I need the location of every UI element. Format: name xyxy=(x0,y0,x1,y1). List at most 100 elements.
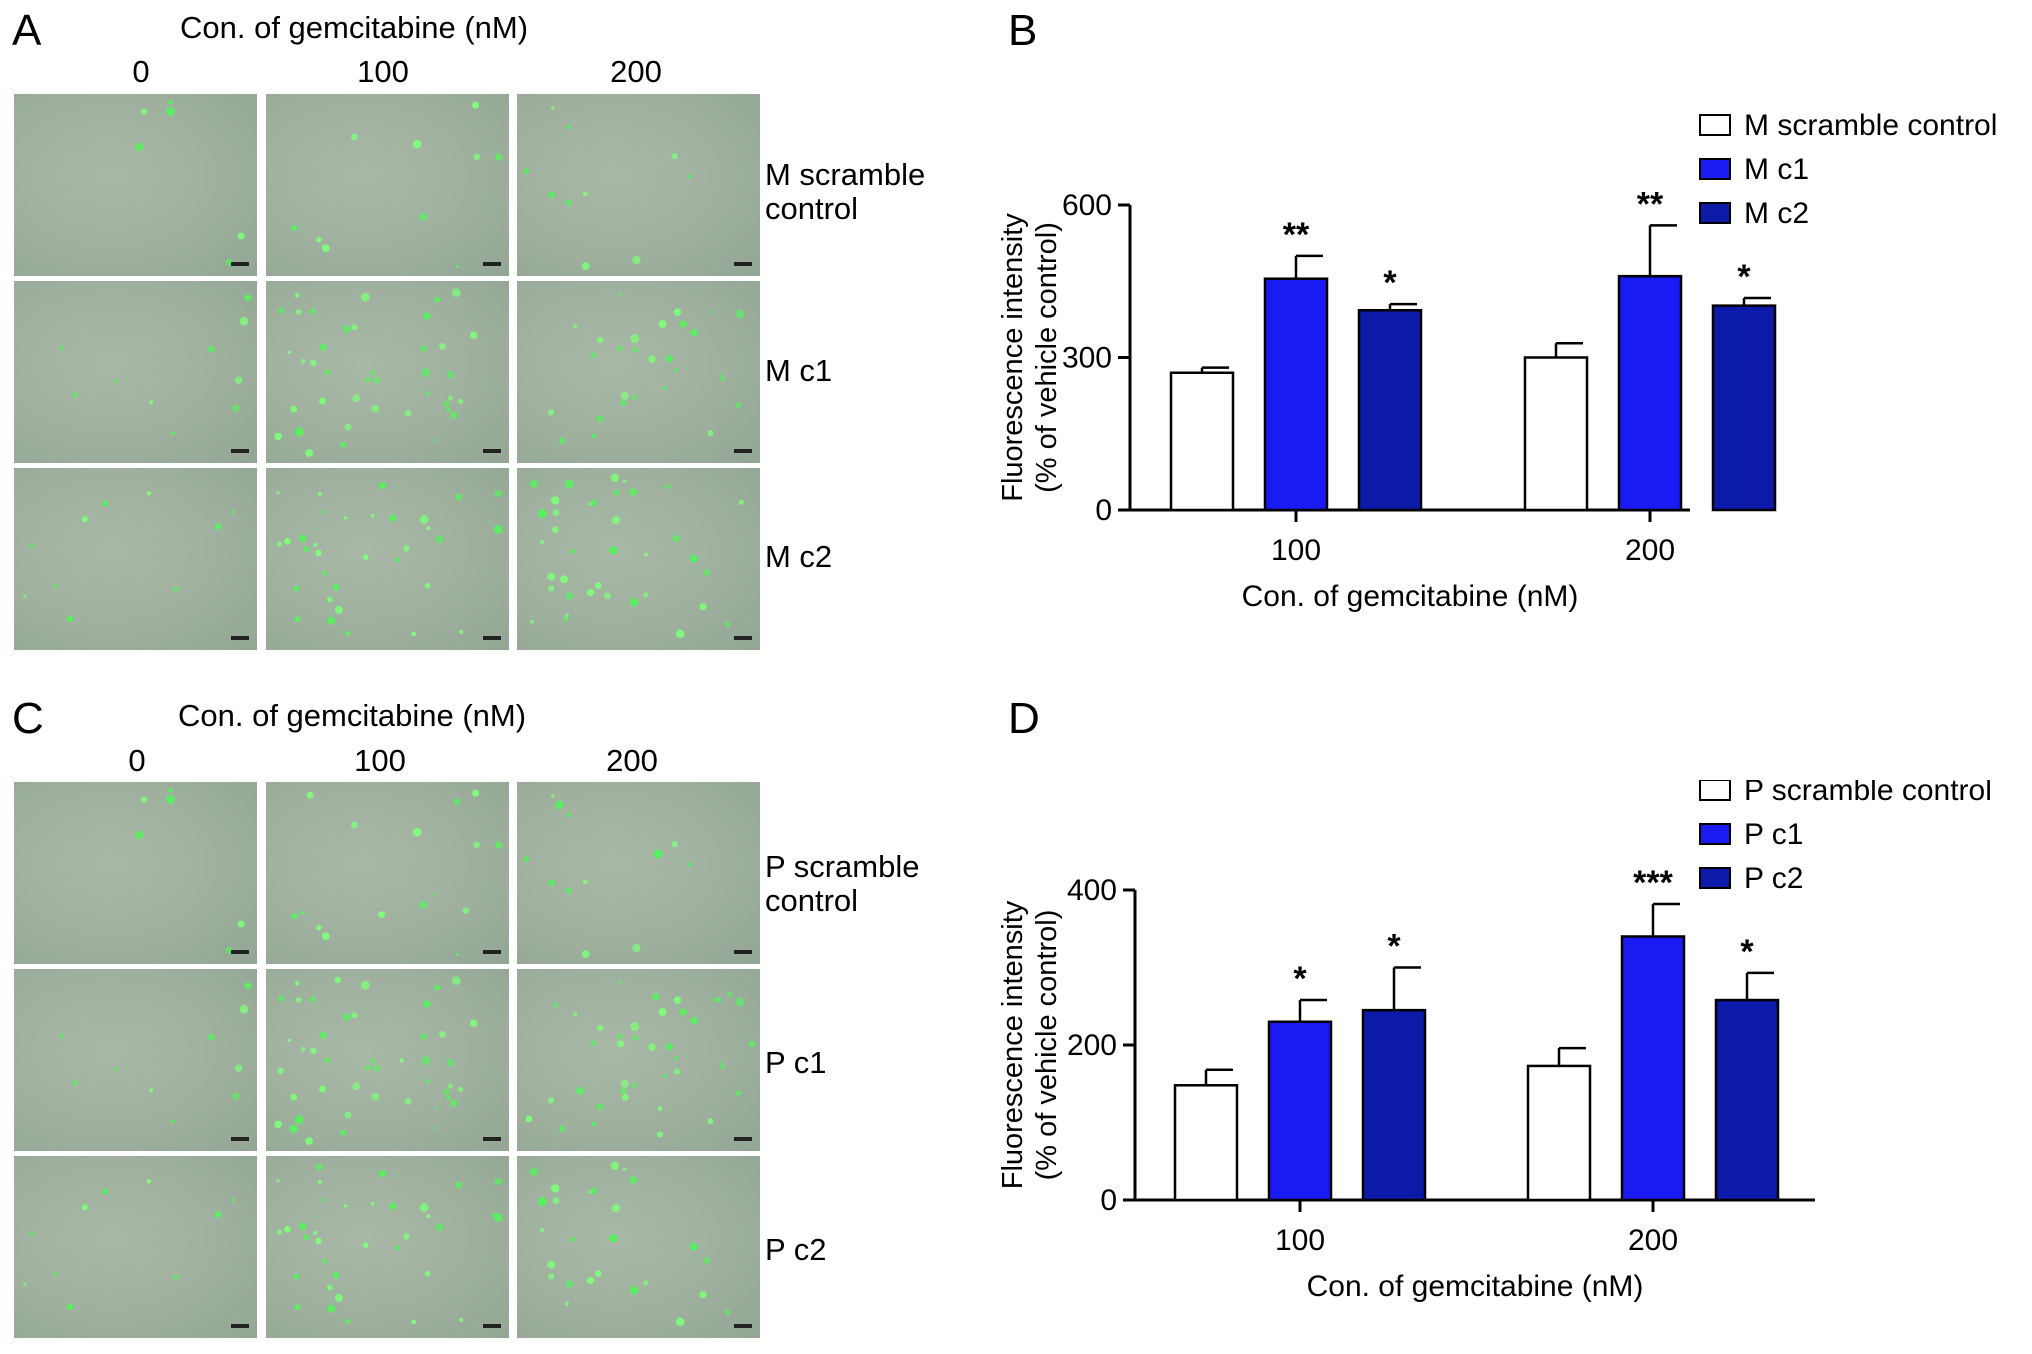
micrograph-image xyxy=(14,468,257,650)
micrograph-image xyxy=(14,782,257,964)
bar xyxy=(1263,277,1329,512)
legend-swatch xyxy=(1699,114,1731,136)
scale-bar xyxy=(483,262,501,266)
y-tick-label: 200 xyxy=(1067,1029,1117,1062)
x-tick-label: 100 xyxy=(1271,534,1321,567)
panel-letter-b: B xyxy=(1008,6,1038,55)
row-label-line: P scramble xyxy=(765,849,920,884)
x-axis-label: Con. of gemcitabine (nM) xyxy=(1307,1270,1644,1303)
micrograph-image xyxy=(266,782,509,964)
micrograph-image xyxy=(266,1156,509,1338)
y-tick-label: 0 xyxy=(1095,494,1112,527)
grid-c-column-label: 200 xyxy=(606,743,658,778)
significance-label: * xyxy=(1740,933,1754,971)
y-axis-label-line: Fluorescence intensity xyxy=(997,900,1029,1189)
row-label-line: P c2 xyxy=(765,1232,827,1267)
scale-bar xyxy=(483,1324,501,1328)
y-axis-label-line: (% of vehicle control) xyxy=(1031,222,1063,493)
y-tick-label: 0 xyxy=(1100,1184,1117,1217)
significance-label: * xyxy=(1737,258,1751,296)
legend-swatch xyxy=(1699,202,1731,224)
legend-label: M c1 xyxy=(1744,153,1809,186)
legend-label: P c1 xyxy=(1744,818,1804,851)
significance-label: *** xyxy=(1633,864,1673,902)
y-tick-label: 400 xyxy=(1067,874,1117,907)
grid-c-row-label: P scramble control xyxy=(765,850,920,918)
bar xyxy=(1267,1020,1333,1202)
bar xyxy=(1620,935,1686,1202)
scale-bar xyxy=(734,449,752,453)
micrograph-image xyxy=(266,281,509,463)
scale-bar xyxy=(734,636,752,640)
micrograph-image xyxy=(517,782,760,964)
scale-bar xyxy=(231,1324,249,1328)
micrograph-image xyxy=(517,94,760,276)
y-axis-label-line: (% of vehicle control) xyxy=(1031,910,1063,1181)
x-tick-label: 200 xyxy=(1625,534,1675,567)
scale-bar xyxy=(231,950,249,954)
micrograph-image xyxy=(14,94,257,276)
bar xyxy=(1526,1064,1592,1202)
legend-swatch xyxy=(1699,158,1731,180)
y-axis-label: Fluorescence intensity(% of vehicle cont… xyxy=(997,213,1063,502)
micrograph-image xyxy=(266,468,509,650)
bar xyxy=(1169,371,1235,512)
grid-a-row-label: M c1 xyxy=(765,354,832,388)
micrograph-image xyxy=(14,1156,257,1338)
row-label-line: control xyxy=(765,191,859,226)
scale-bar xyxy=(483,1137,501,1141)
micrograph-image xyxy=(517,1156,760,1338)
legend-swatch xyxy=(1699,780,1731,801)
micrograph-image xyxy=(14,281,257,463)
scale-bar xyxy=(734,1137,752,1141)
row-label-line: M scramble xyxy=(765,157,926,192)
significance-label: * xyxy=(1293,960,1307,998)
row-label-line: control xyxy=(765,883,859,918)
y-axis-label: Fluorescence intensity(% of vehicle cont… xyxy=(997,900,1063,1189)
x-tick-label: 100 xyxy=(1275,1224,1325,1257)
grid-c-column-label: 100 xyxy=(354,743,406,778)
panel-letter-c: C xyxy=(12,694,44,743)
grid-a-row-label: M c2 xyxy=(765,540,832,574)
row-label-line: M c1 xyxy=(765,353,833,388)
bar xyxy=(1617,274,1683,512)
micrograph-image xyxy=(266,969,509,1151)
x-tick-label: 200 xyxy=(1628,1224,1678,1257)
row-label-line: P c1 xyxy=(765,1045,827,1080)
grid-a-title: Con. of gemcitabine (nM) xyxy=(180,10,529,45)
y-axis-label-line: Fluorescence intensity xyxy=(997,213,1029,502)
scale-bar xyxy=(734,262,752,266)
grid-c-column-label: 0 xyxy=(128,743,146,778)
bar xyxy=(1714,998,1780,1202)
row-label-line: M c2 xyxy=(765,539,833,574)
scale-bar xyxy=(483,950,501,954)
micrograph-image xyxy=(517,281,760,463)
scale-bar xyxy=(231,636,249,640)
legend-label: P c2 xyxy=(1744,862,1804,895)
grid-a-column-label: 200 xyxy=(610,54,662,89)
significance-label: ** xyxy=(1637,185,1664,223)
y-tick-label: 600 xyxy=(1062,189,1112,222)
grid-c-row-label: P c2 xyxy=(765,1233,826,1267)
grid-a-column-label: 0 xyxy=(132,54,150,89)
grid-c-title: Con. of gemcitabine (nM) xyxy=(178,698,527,733)
grid-c-row-label: P c1 xyxy=(765,1046,826,1080)
y-tick-label: 300 xyxy=(1062,342,1112,375)
scale-bar xyxy=(231,1137,249,1141)
bar xyxy=(1173,1084,1239,1202)
scale-bar xyxy=(483,636,501,640)
x-axis-label: Con. of gemcitabine (nM) xyxy=(1242,580,1579,613)
bar xyxy=(1357,308,1423,512)
scale-bar xyxy=(231,449,249,453)
significance-label: ** xyxy=(1283,216,1310,254)
legend-label: P scramble control xyxy=(1744,780,1992,807)
grid-a-column-label: 100 xyxy=(357,54,409,89)
scale-bar xyxy=(734,1324,752,1328)
micrograph-image xyxy=(517,969,760,1151)
bar xyxy=(1361,1008,1427,1202)
significance-label: * xyxy=(1383,264,1397,302)
significance-label: * xyxy=(1387,928,1401,966)
legend-swatch xyxy=(1699,823,1731,845)
